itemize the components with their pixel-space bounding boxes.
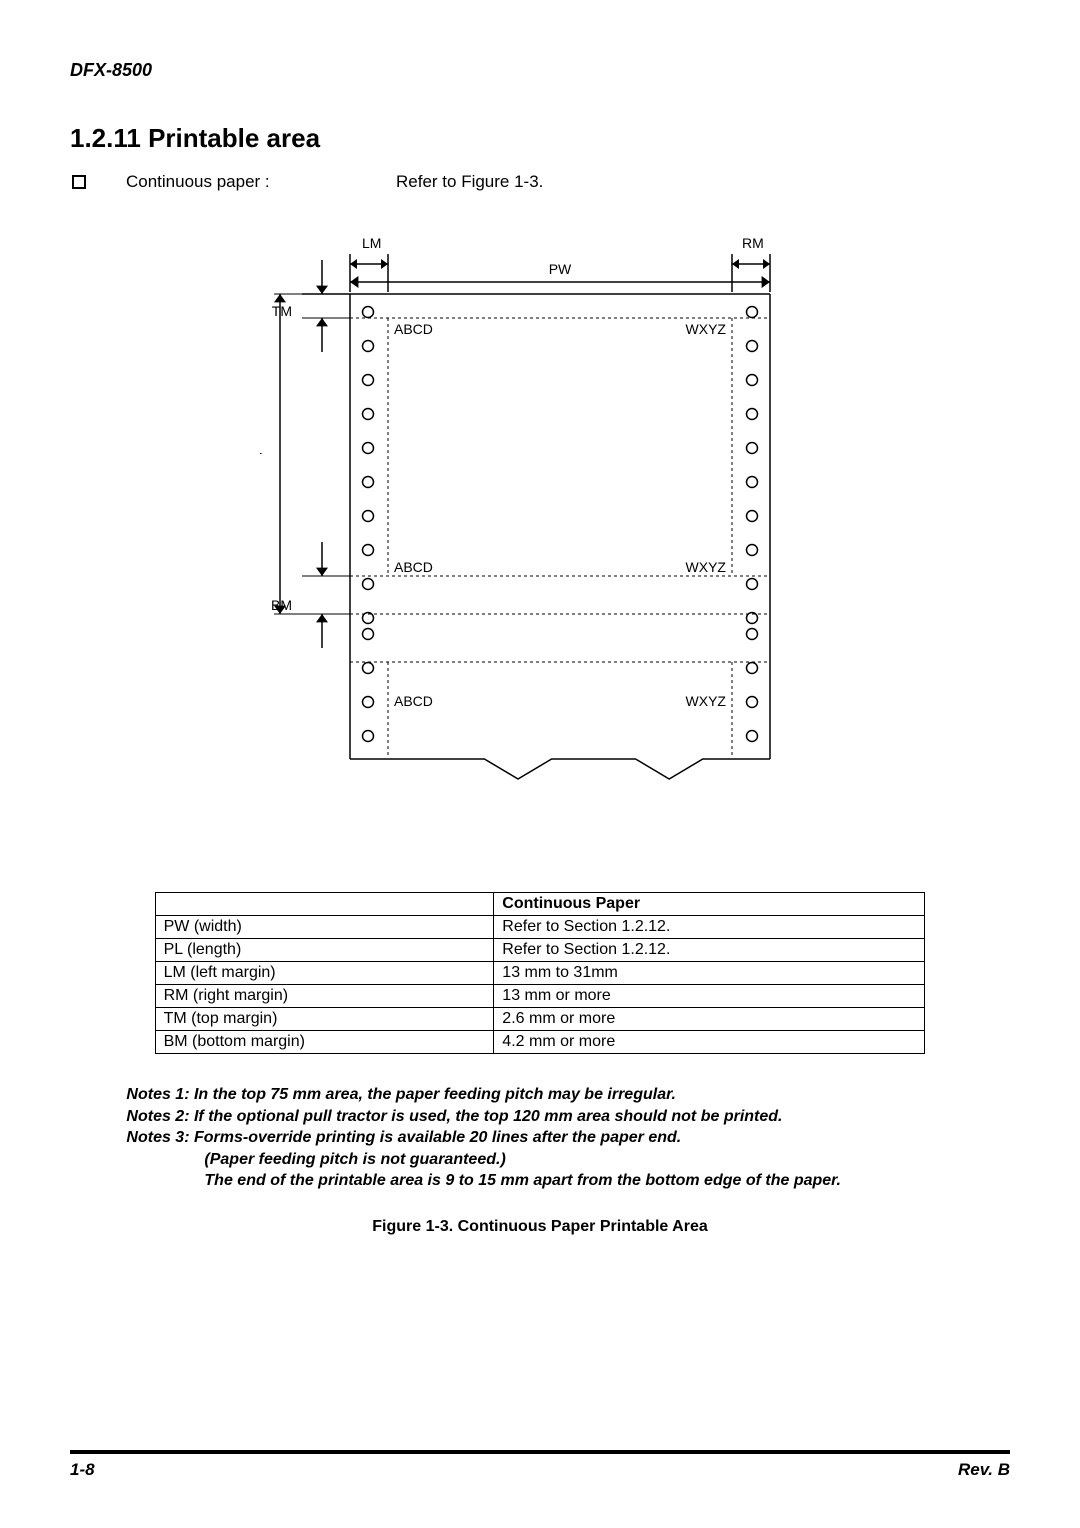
table-cell-param: PL (length) xyxy=(155,939,494,962)
table-header-blank xyxy=(155,893,494,916)
bullet-square-icon xyxy=(72,175,86,189)
note-2: Notes 2: If the optional pull tractor is… xyxy=(126,1106,953,1128)
figure-caption: Figure 1-3. Continuous Paper Printable A… xyxy=(70,1218,1010,1236)
bullet-ref: Refer to Figure 1-3. xyxy=(396,172,543,192)
note-3: Notes 3: Forms-override printing is avai… xyxy=(126,1127,953,1149)
table-row: RM (right margin)13 mm or more xyxy=(155,985,925,1008)
svg-text:LM: LM xyxy=(362,235,381,251)
svg-text:PL: PL xyxy=(260,441,262,457)
svg-text:WXYZ: WXYZ xyxy=(686,321,727,337)
table-cell-param: LM (left margin) xyxy=(155,962,494,985)
note-3a: (Paper feeding pitch is not guaranteed.) xyxy=(126,1149,953,1171)
table-cell-param: PW (width) xyxy=(155,916,494,939)
table-cell-param: BM (bottom margin) xyxy=(155,1031,494,1054)
table-cell-value: 13 mm or more xyxy=(494,985,925,1008)
notes-block: Notes 1: In the top 75 mm area, the pape… xyxy=(126,1084,953,1192)
table-cell-value: 4.2 mm or more xyxy=(494,1031,925,1054)
svg-text:BM: BM xyxy=(271,597,292,613)
footer-rev: Rev. B xyxy=(958,1460,1010,1480)
header-model: DFX-8500 xyxy=(70,60,1010,81)
table-cell-value: 13 mm to 31mm xyxy=(494,962,925,985)
svg-text:RM: RM xyxy=(742,235,764,251)
svg-text:ABCD: ABCD xyxy=(394,321,433,337)
footer-page: 1-8 xyxy=(70,1460,95,1480)
svg-text:TM: TM xyxy=(272,303,292,319)
bullet-label: Continuous paper : xyxy=(126,172,396,192)
section-title: 1.2.11 Printable area xyxy=(70,123,1010,154)
page-footer: 1-8 Rev. B xyxy=(70,1450,1010,1480)
spec-table: Continuous Paper PW (width)Refer to Sect… xyxy=(155,892,926,1054)
table-row: BM (bottom margin)4.2 mm or more xyxy=(155,1031,925,1054)
table-row: PW (width)Refer to Section 1.2.12. xyxy=(155,916,925,939)
table-cell-value: 2.6 mm or more xyxy=(494,1008,925,1031)
table-header-col2: Continuous Paper xyxy=(494,893,925,916)
note-3b: The end of the printable area is 9 to 15… xyxy=(126,1170,953,1192)
table-cell-param: TM (top margin) xyxy=(155,1008,494,1031)
svg-text:WXYZ: WXYZ xyxy=(686,693,727,709)
svg-text:ABCD: ABCD xyxy=(394,559,433,575)
svg-text:PW: PW xyxy=(549,261,572,277)
table-cell-value: Refer to Section 1.2.12. xyxy=(494,939,925,962)
svg-text:WXYZ: WXYZ xyxy=(686,559,727,575)
table-cell-param: RM (right margin) xyxy=(155,985,494,1008)
note-1: Notes 1: In the top 75 mm area, the pape… xyxy=(126,1084,953,1106)
table-row: TM (top margin)2.6 mm or more xyxy=(155,1008,925,1031)
svg-text:ABCD: ABCD xyxy=(394,693,433,709)
table-row: PL (length)Refer to Section 1.2.12. xyxy=(155,939,925,962)
table-header-row: Continuous Paper xyxy=(155,893,925,916)
table-cell-value: Refer to Section 1.2.12. xyxy=(494,916,925,939)
printable-area-diagram: ABCD WXYZ ABCD WXYZ ABCD WXYZ LM RM PW TM PL BM xyxy=(260,232,820,852)
table-row: LM (left margin)13 mm to 31mm xyxy=(155,962,925,985)
bullet-row: Continuous paper : Refer to Figure 1-3. xyxy=(70,172,1010,192)
